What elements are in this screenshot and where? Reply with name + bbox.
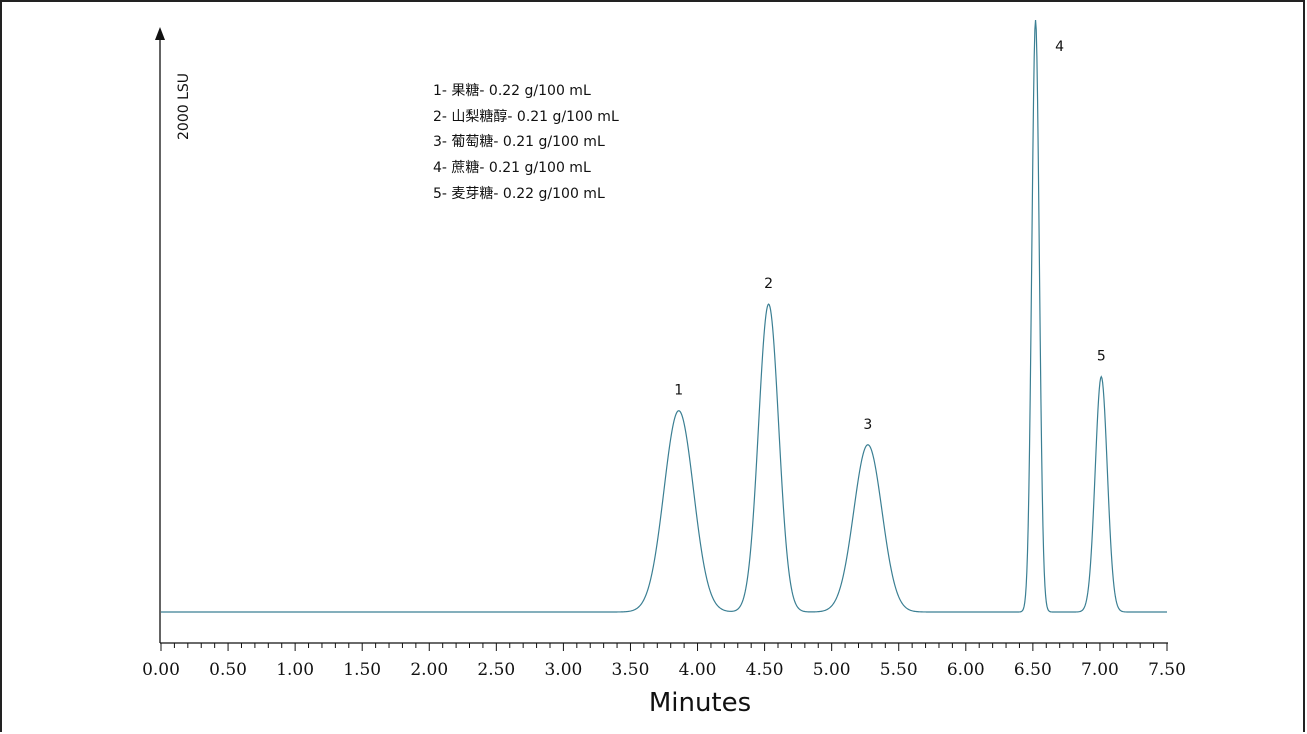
peak-label: 4 [1055, 39, 1064, 55]
x-axis-ticks [160, 643, 1168, 651]
legend-entry: 3- 葡萄糖- 0.21 g/100 mL [433, 134, 605, 150]
peak-label: 2 [764, 276, 773, 292]
x-tick-label: 7.50 [1148, 660, 1186, 680]
x-tick-label: 3.50 [612, 660, 650, 680]
x-tick-label: 2.50 [477, 660, 515, 680]
peak-label: 1 [674, 383, 683, 399]
legend-entry: 5- 麦芽糖- 0.22 g/100 mL [433, 186, 605, 202]
y-axis-arrow [155, 27, 165, 40]
x-tick-label: 3.00 [544, 660, 582, 680]
legend: 1- 果糖- 0.22 g/100 mL 2- 山梨糖醇- 0.21 g/100… [433, 83, 619, 202]
peak-label: 3 [863, 417, 872, 433]
x-tick-label: 4.00 [679, 660, 717, 680]
x-tick-label: 0.50 [209, 660, 247, 680]
x-tick-label: 5.00 [813, 660, 851, 680]
x-tick-label: 6.00 [947, 660, 985, 680]
x-tick-label: 5.50 [880, 660, 918, 680]
x-tick-label: 1.50 [343, 660, 381, 680]
peak-labels: 1 2 3 4 5 [674, 39, 1105, 433]
axes: 0.00 0.50 1.00 1.50 2.00 2.50 3.00 3.50 4.00 4.50… [142, 27, 1186, 680]
x-tick-label: 7.00 [1081, 660, 1119, 680]
x-tick-label: 2.00 [410, 660, 448, 680]
x-axis-label: Minutes [649, 688, 751, 718]
peak-label: 5 [1097, 349, 1106, 365]
y-axis-label: 2000 LSU [176, 73, 192, 140]
x-tick-label: 0.00 [142, 660, 180, 680]
x-axis-tick-labels: 0.00 0.50 1.00 1.50 2.00 2.50 3.00 3.50 4.00 4.50… [142, 660, 1186, 680]
chromatogram-trace [161, 19, 1167, 613]
x-tick-label: 4.50 [746, 660, 784, 680]
legend-entry: 1- 果糖- 0.22 g/100 mL [433, 83, 591, 99]
x-tick-label: 6.50 [1014, 660, 1052, 680]
legend-entry: 4- 蔗糖- 0.21 g/100 mL [433, 160, 591, 176]
legend-entry: 2- 山梨糖醇- 0.21 g/100 mL [433, 108, 619, 125]
x-tick-label: 1.00 [276, 660, 314, 680]
